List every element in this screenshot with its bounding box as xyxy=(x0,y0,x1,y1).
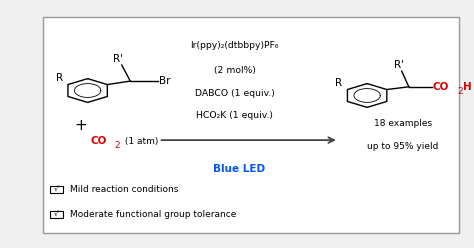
Text: Moderate functional group tolerance: Moderate functional group tolerance xyxy=(70,210,237,219)
Bar xyxy=(43,17,459,233)
Text: R: R xyxy=(55,73,63,83)
Text: +: + xyxy=(74,118,87,133)
Text: √: √ xyxy=(54,187,59,193)
Text: (2 mol%): (2 mol%) xyxy=(214,66,255,75)
Text: Ir(ppy)₂(dtbbpy)PF₆: Ir(ppy)₂(dtbbpy)PF₆ xyxy=(190,41,279,50)
Text: 2: 2 xyxy=(115,141,120,150)
Text: R': R' xyxy=(113,54,123,64)
Text: CO: CO xyxy=(432,82,448,92)
Text: H: H xyxy=(463,82,472,92)
Bar xyxy=(50,186,63,193)
Text: HCO₂K (1 equiv.): HCO₂K (1 equiv.) xyxy=(196,111,273,120)
Text: R: R xyxy=(335,78,342,88)
Text: 2: 2 xyxy=(457,87,463,96)
Text: R': R' xyxy=(394,60,404,70)
Text: Blue LED: Blue LED xyxy=(213,164,265,174)
Text: CO: CO xyxy=(90,136,106,146)
Text: √: √ xyxy=(54,212,59,217)
Text: Mild reaction conditions: Mild reaction conditions xyxy=(70,185,179,194)
Text: Br: Br xyxy=(159,76,171,86)
Text: 18 examples: 18 examples xyxy=(374,120,432,128)
Text: (1 atm): (1 atm) xyxy=(122,137,159,146)
Text: DABCO (1 equiv.): DABCO (1 equiv.) xyxy=(195,89,274,97)
Bar xyxy=(50,211,63,218)
Text: up to 95% yield: up to 95% yield xyxy=(367,142,438,151)
